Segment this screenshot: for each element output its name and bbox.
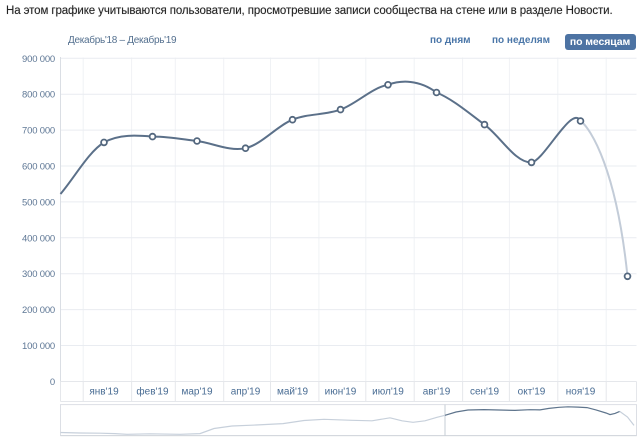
svg-text:ноя'19: ноя'19 bbox=[566, 387, 596, 398]
svg-text:окт'19: окт'19 bbox=[518, 387, 546, 398]
svg-text:янв'19: янв'19 bbox=[89, 387, 119, 398]
svg-text:500 000: 500 000 bbox=[22, 197, 55, 208]
svg-text:700 000: 700 000 bbox=[22, 126, 55, 137]
svg-text:300 000: 300 000 bbox=[22, 269, 55, 280]
svg-text:200 000: 200 000 bbox=[22, 305, 55, 316]
svg-text:600 000: 600 000 bbox=[22, 162, 55, 173]
svg-text:фев'19: фев'19 bbox=[136, 386, 169, 398]
svg-text:авг'19: авг'19 bbox=[423, 387, 451, 398]
svg-text:900 000: 900 000 bbox=[22, 54, 55, 65]
svg-text:июл'19: июл'19 bbox=[372, 387, 404, 398]
svg-text:мар'19: мар'19 bbox=[181, 387, 212, 398]
svg-text:сен'19: сен'19 bbox=[470, 387, 500, 398]
svg-text:800 000: 800 000 bbox=[22, 90, 55, 101]
svg-text:апр'19: апр'19 bbox=[231, 387, 261, 398]
svg-text:400 000: 400 000 bbox=[22, 233, 55, 244]
svg-text:июн'19: июн'19 bbox=[325, 387, 357, 398]
svg-text:май'19: май'19 bbox=[277, 387, 308, 398]
svg-text:0: 0 bbox=[50, 377, 55, 388]
svg-text:100 000: 100 000 bbox=[22, 341, 55, 352]
